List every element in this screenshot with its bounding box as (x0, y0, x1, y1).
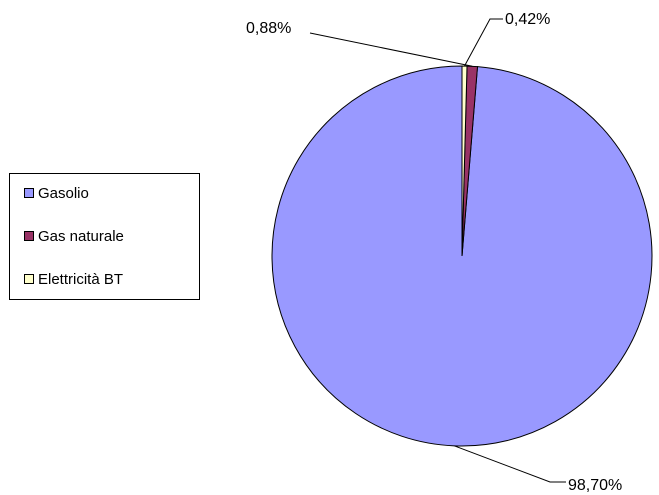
legend-swatch-gasolio (24, 188, 34, 198)
legend-item-elettricita-bt: Elettricità BT (24, 269, 123, 289)
data-label-gasolio: 98,70% (568, 477, 622, 494)
leader-line-gasolio (454, 445, 566, 483)
pie-slices (271, 65, 653, 447)
legend-item-gasolio: Gasolio (24, 183, 89, 203)
legend-label-elettricita-bt: Elettricità BT (38, 270, 124, 288)
legend-swatch-elettricita-bt (24, 274, 34, 284)
legend-item-gas-naturale: Gas naturale (24, 226, 124, 246)
legend-label-gas-naturale: Gas naturale (38, 227, 124, 245)
data-labels: 98,70% 0,88% 0,42% (246, 11, 622, 494)
data-label-gas-naturale: 0,88% (246, 20, 291, 37)
leader-lines (309, 18, 566, 483)
pie-slice-elettricita-bt (461, 65, 468, 257)
legend-swatch-gas-naturale (24, 231, 34, 241)
leader-line-elettricita-bt (464, 18, 503, 67)
legend-label-gasolio: Gasolio (38, 184, 89, 202)
legend: Gasolio Gas naturale Elettricità BT (9, 173, 200, 300)
data-label-elettricita-bt: 0,42% (505, 11, 550, 28)
leader-line-gas-naturale (309, 32, 473, 67)
